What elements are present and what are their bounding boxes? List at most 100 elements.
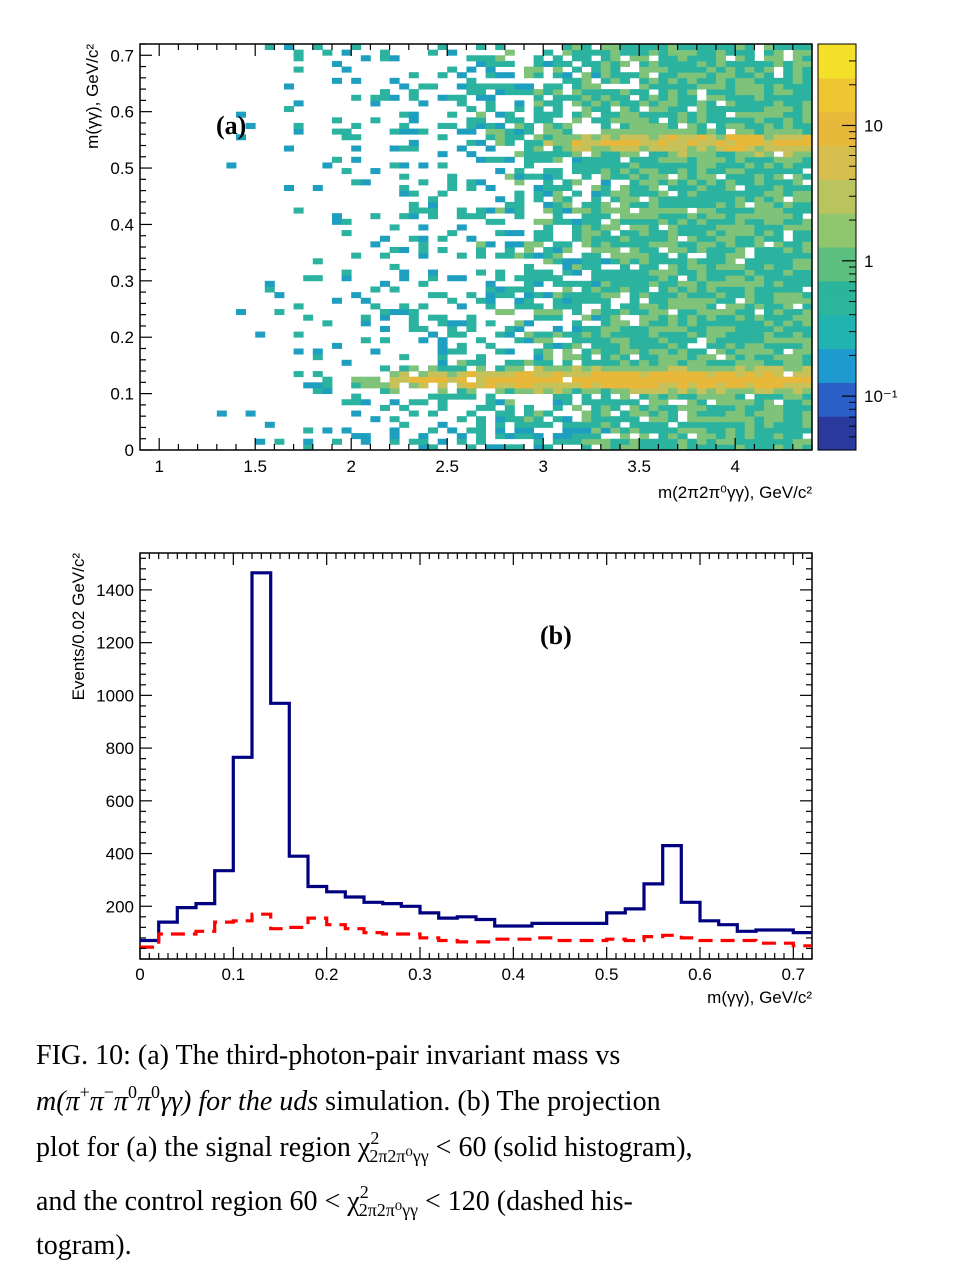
- heatmap-cell: [754, 168, 765, 175]
- heatmap-cell: [792, 60, 803, 67]
- heatmap-cell: [754, 66, 765, 73]
- heatmap-cell: [725, 297, 736, 304]
- heatmap-cell: [620, 173, 630, 180]
- heatmap-cell: [706, 100, 717, 107]
- heatmap-cell: [504, 365, 515, 372]
- heatmap-cell: [716, 134, 726, 141]
- heatmap-cell: [504, 325, 515, 332]
- heatmap-cell: [668, 66, 678, 73]
- heatmap-cell: [716, 438, 726, 445]
- heatmap-cell: [773, 77, 784, 84]
- heatmap-cell: [735, 111, 746, 118]
- y-tick-label: 0.7: [110, 46, 134, 65]
- heatmap-cell: [725, 348, 736, 355]
- heatmap-cell: [456, 382, 467, 389]
- heatmap-cell: [687, 444, 698, 451]
- heatmap-cell: [725, 83, 736, 90]
- heatmap-cell: [437, 376, 448, 383]
- heatmap-cell: [706, 106, 717, 113]
- heatmap-cell: [764, 213, 774, 220]
- heatmap-cell: [648, 263, 659, 270]
- heatmap-cell: [773, 117, 784, 124]
- heatmap-cell: [658, 100, 669, 107]
- heatmap-cell: [648, 128, 659, 135]
- heatmap-cell: [687, 263, 698, 270]
- heatmap-cell: [476, 117, 486, 124]
- heatmap-cell: [639, 404, 650, 411]
- heatmap-cell: [399, 162, 410, 169]
- heatmap-cell: [706, 331, 717, 338]
- heatmap-cell: [764, 342, 774, 349]
- heatmap-cell: [783, 309, 794, 316]
- heatmap-cell: [629, 309, 640, 316]
- heatmap-cell: [773, 325, 784, 332]
- heatmap-cell: [543, 444, 554, 451]
- heatmap-cells: [216, 44, 813, 451]
- heatmap-cell: [764, 224, 774, 231]
- heatmap-cell: [754, 416, 765, 423]
- heatmap-cell: [380, 252, 390, 259]
- heatmap-cell: [706, 393, 717, 400]
- heatmap-cell: [706, 151, 717, 158]
- heatmap-cell: [658, 337, 669, 344]
- heatmap-cell: [648, 179, 659, 186]
- heatmap-cell: [264, 421, 275, 428]
- heatmap-cell: [677, 421, 688, 428]
- heatmap-cell: [687, 438, 698, 445]
- heatmap-cell: [610, 207, 621, 214]
- heatmap-cell: [485, 292, 496, 299]
- heatmap-cell: [706, 179, 717, 186]
- heatmap-cell: [552, 387, 563, 395]
- heatmap-cell: [754, 196, 765, 203]
- colorbar-segment: [818, 287, 856, 295]
- heatmap-cell: [648, 49, 659, 56]
- heatmap-cell: [437, 421, 448, 428]
- heatmap-cell: [600, 156, 611, 163]
- heatmap-cell: [716, 94, 726, 101]
- heatmap-cell: [408, 325, 419, 332]
- heatmap-cell: [696, 44, 707, 51]
- heatmap-cell: [802, 399, 813, 406]
- heatmap-cell: [610, 404, 621, 411]
- heatmap-cell: [572, 89, 582, 96]
- heatmap-cell: [572, 66, 582, 73]
- heatmap-cell: [600, 122, 611, 129]
- heatmap-cell: [610, 241, 621, 248]
- heatmap-cell: [716, 49, 726, 56]
- heatmap-cell: [581, 427, 592, 434]
- heatmap-cell: [620, 72, 630, 79]
- colorbar-segment: [818, 267, 856, 275]
- heatmap-cell: [581, 263, 592, 270]
- colorbar-segment: [818, 301, 856, 309]
- heatmap-cell: [773, 162, 784, 169]
- heatmap-cell: [668, 433, 678, 440]
- heatmap-cell: [658, 77, 669, 84]
- heatmap-cell: [735, 235, 746, 242]
- heatmap-cell: [754, 252, 765, 259]
- heatmap-cell: [380, 280, 390, 287]
- heatmap-cell: [754, 263, 765, 270]
- heatmap-cell: [735, 89, 746, 96]
- heatmap-cell: [706, 286, 717, 293]
- heatmap-cell: [744, 66, 755, 73]
- y-tick-label: 600: [106, 792, 134, 811]
- heatmap-cell: [648, 145, 659, 152]
- heatmap-cell: [466, 427, 477, 434]
- heatmap-cell: [533, 365, 544, 372]
- heatmap-cell: [792, 168, 803, 175]
- heatmap-cell: [581, 139, 592, 146]
- heatmap-cell: [792, 297, 803, 304]
- heatmap-cell: [552, 280, 563, 287]
- heatmap-cell: [495, 286, 506, 293]
- heatmap-cell: [792, 179, 803, 186]
- heatmap-cell: [639, 77, 650, 84]
- heatmap-cell: [773, 134, 784, 141]
- heatmap-cell: [773, 94, 784, 101]
- heatmap-cell: [696, 416, 707, 423]
- heatmap-cell: [658, 387, 669, 395]
- heatmap-cell: [476, 55, 486, 62]
- heatmap-cell: [476, 421, 486, 428]
- heatmap-cell: [658, 382, 669, 389]
- heatmap-cell: [562, 359, 573, 366]
- heatmap-cell: [696, 263, 707, 270]
